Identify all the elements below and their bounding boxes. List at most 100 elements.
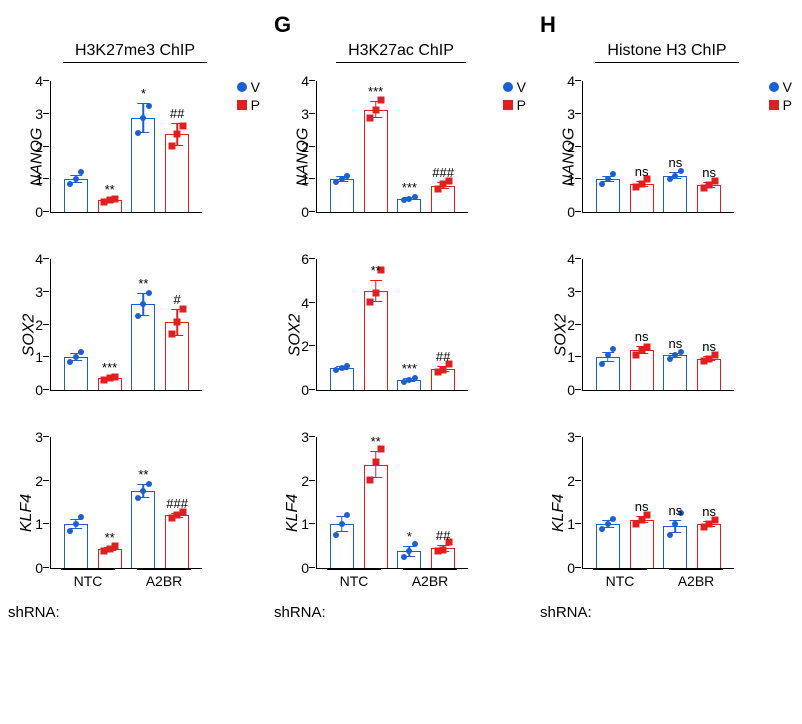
y-tick-label: 2 <box>291 473 309 489</box>
y-tick-label: 3 <box>557 429 575 445</box>
bar: ns <box>630 350 654 390</box>
significance-label: ### <box>166 496 188 511</box>
chart-panel: SOX20246*****## <box>274 249 528 421</box>
y-tick-label: 0 <box>557 204 575 220</box>
bar: ns <box>663 176 687 212</box>
shrna-row: shRNA: shRNA: shRNA: <box>8 597 794 621</box>
y-tick-label: 0 <box>291 382 309 398</box>
y-tick-label: 6 <box>291 251 309 267</box>
data-point-circle <box>599 361 605 367</box>
bar <box>330 179 354 212</box>
significance-label: ns <box>635 499 649 514</box>
bar: ## <box>165 134 189 212</box>
y-tick-label: 3 <box>557 106 575 122</box>
col-title-1-wrap: H3K27me3 ChIP <box>8 42 262 65</box>
chart-panel: KLF40123nsnsnsNTCA2BR <box>540 427 794 599</box>
chart-panel: KLF40123***##NTCA2BR <box>274 427 528 599</box>
data-point-circle <box>605 352 611 358</box>
legend-label-p: P <box>517 97 526 113</box>
data-point-circle <box>344 173 350 179</box>
y-tick-label: 0 <box>291 204 309 220</box>
bar: ** <box>364 465 388 568</box>
legend: VP <box>503 79 526 115</box>
legend-label-p: P <box>783 97 792 113</box>
col-title-3: Histone H3 ChIP <box>595 42 738 63</box>
data-point-circle <box>73 354 79 360</box>
y-tick-label: 1 <box>557 349 575 365</box>
data-point-circle <box>67 181 73 187</box>
shrna-prefix: shRNA: <box>540 604 592 621</box>
significance-label: *** <box>402 361 417 376</box>
chart-panel: NANOG01234nsnsnsVP <box>540 71 794 243</box>
col-title-1: H3K27me3 ChIP <box>63 42 207 63</box>
x-group-label: NTC <box>582 573 658 589</box>
legend-marker-p <box>237 100 247 110</box>
data-point-circle <box>146 103 152 109</box>
significance-label: ns <box>669 155 683 170</box>
chart-panel: SOX201234*****# <box>8 249 262 421</box>
y-tick-label: 1 <box>291 171 309 187</box>
bar <box>596 179 620 212</box>
data-point-square <box>372 459 379 466</box>
y-tick-label: 3 <box>25 284 43 300</box>
significance-label: ns <box>669 503 683 518</box>
y-tick-label: 1 <box>557 516 575 532</box>
data-point-circle <box>78 169 84 175</box>
plot-area: 0123nsnsns <box>582 437 734 569</box>
x-group-label: NTC <box>50 573 126 589</box>
plot-area: 0246*****## <box>316 259 468 391</box>
y-tick-label: 3 <box>291 429 309 445</box>
significance-label: ** <box>138 276 148 291</box>
y-tick-label: 2 <box>25 139 43 155</box>
data-point-circle <box>140 301 146 307</box>
data-point-circle <box>67 359 73 365</box>
data-point-square <box>644 344 651 351</box>
bar <box>64 524 88 568</box>
data-point-circle <box>672 521 678 527</box>
legend-label-v: V <box>783 79 792 95</box>
data-point-circle <box>73 176 79 182</box>
y-tick-label: 4 <box>557 73 575 89</box>
data-point-square <box>174 131 181 138</box>
data-point-circle <box>140 115 146 121</box>
data-point-square <box>372 290 379 297</box>
legend-label-v: V <box>251 79 260 95</box>
data-point-square <box>440 367 447 374</box>
panel-letter-col1 <box>8 12 262 36</box>
significance-label: ** <box>105 182 115 197</box>
bar <box>64 357 88 390</box>
chart-panel: NANOG01234******###VP <box>274 71 528 243</box>
data-point-circle <box>406 548 412 554</box>
data-point-circle <box>401 554 407 560</box>
y-tick-label: 1 <box>25 516 43 532</box>
legend-label-v: V <box>517 79 526 95</box>
data-point-square <box>174 319 181 326</box>
plot-area: 01234nsnsns <box>582 259 734 391</box>
x-group-label: A2BR <box>658 573 734 589</box>
data-point-circle <box>412 541 418 547</box>
data-point-circle <box>610 171 616 177</box>
shrna-cell: shRNA: <box>8 597 262 621</box>
significance-label: ** <box>371 263 381 278</box>
bar: ### <box>431 186 455 212</box>
data-point-circle <box>135 495 141 501</box>
data-point-circle <box>78 514 84 520</box>
data-point-square <box>168 330 175 337</box>
shrna-prefix: shRNA: <box>274 604 326 621</box>
data-point-square <box>367 477 374 484</box>
legend: VP <box>769 79 792 115</box>
y-tick-label: 1 <box>291 516 309 532</box>
col-title-2-wrap: H3K27ac ChIP <box>274 42 528 65</box>
significance-label: ns <box>702 339 716 354</box>
y-tick-label: 3 <box>291 106 309 122</box>
col-title-2: H3K27ac ChIP <box>336 42 466 63</box>
significance-label: * <box>141 86 146 101</box>
data-point-circle <box>135 313 141 319</box>
plot-area: 0123****### <box>50 437 202 569</box>
panel-letter-col3: H <box>540 12 794 36</box>
bar: ## <box>431 548 455 568</box>
y-tick-label: 0 <box>25 382 43 398</box>
x-group-label: NTC <box>316 573 392 589</box>
bar <box>64 179 88 212</box>
bar <box>330 368 354 390</box>
